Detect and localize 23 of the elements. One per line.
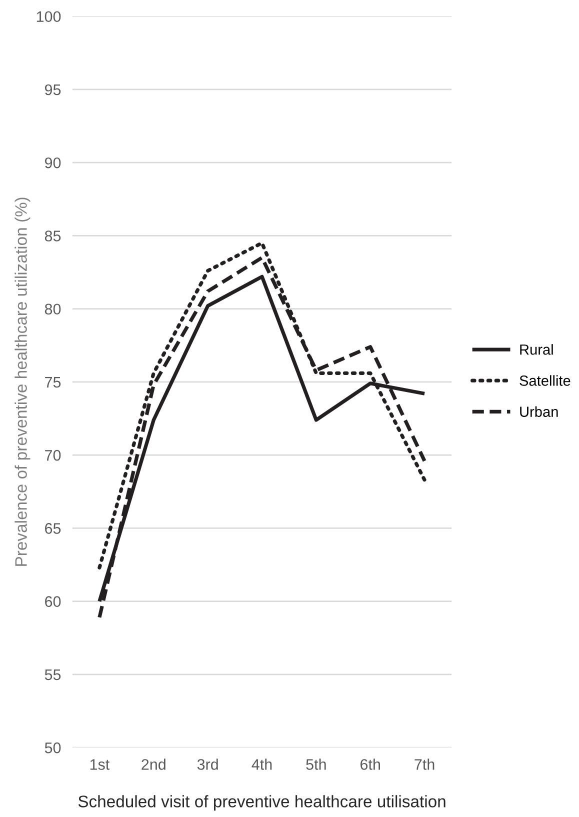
- x-tick-label: 3rd: [197, 758, 218, 770]
- x-tick-label: 5th: [306, 758, 326, 770]
- y-tick-label: 60: [45, 596, 61, 607]
- y-tick-label: 75: [45, 376, 61, 388]
- x-tick-label: 4th: [252, 758, 272, 770]
- y-tick-label: 80: [44, 304, 61, 315]
- legend-label: Urban: [520, 406, 558, 417]
- y-tick-label: 90: [44, 157, 61, 168]
- y-tick-label: 100: [36, 11, 61, 22]
- y-tick-label: 70: [45, 450, 61, 461]
- y-tick-label: 85: [44, 230, 61, 242]
- legend-label: Rural: [520, 344, 553, 355]
- x-tick-label: 2nd: [142, 758, 166, 770]
- x-axis-title: Scheduled visit of preventive healthcare utilisation: [78, 795, 446, 811]
- y-tick-label: 50: [44, 742, 61, 754]
- y-tick-label: 65: [45, 523, 61, 534]
- x-tick-label: 7th: [414, 758, 434, 770]
- x-tick-label: 6th: [360, 758, 380, 770]
- x-tick-label: 1st: [90, 759, 110, 770]
- y-tick-label: 95: [44, 84, 61, 96]
- y-axis-title: Prevalence of preventive healthcare utilization (%): [14, 198, 30, 566]
- legend-label: Satellite: [520, 375, 570, 386]
- y-tick-label: 55: [44, 669, 61, 680]
